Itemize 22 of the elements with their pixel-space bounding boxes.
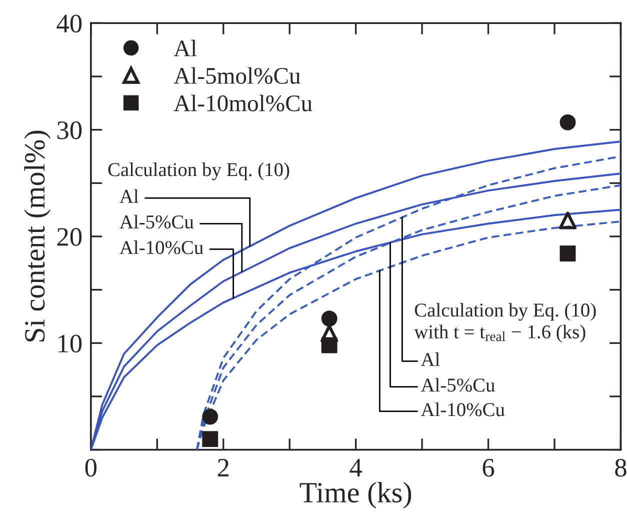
y-tick-label: 40 [56, 14, 82, 33]
y-tick-label: 20 [57, 228, 82, 246]
annotation: Al [120, 189, 138, 203]
x-tick-label: 4 [350, 459, 362, 476]
y-axis-title: Si content (mol%) [24, 130, 51, 342]
legend-label: Al-5mol%Cu [174, 67, 300, 84]
annotation: Calculation by Eq. (10) with t = t$_{real}$ − 1.6 (ks) [414, 303, 596, 342]
x-axis-title: Time (ks) [300, 482, 412, 508]
x-tick-label: 6 [482, 458, 494, 477]
x-tick-label: 0 [85, 458, 97, 477]
annotation: Al-10%Cu [420, 402, 505, 416]
y-tick-label: 10 [58, 334, 82, 353]
annotation: Al-10%Cu [120, 240, 204, 254]
annotation: Calculation by Eq. (10) [108, 162, 290, 180]
y-tick-label: 30 [57, 121, 82, 140]
annotation: Al-5%Cu [120, 214, 194, 229]
annotation: Al [420, 352, 440, 366]
x-tick-label: 2 [218, 458, 229, 476]
legend-label: Al-10mol%Cu [174, 94, 312, 112]
annotation: Al-5%Cu [420, 378, 495, 392]
x-tick-label: 8 [615, 458, 626, 477]
legend-label: Al [174, 40, 197, 56]
